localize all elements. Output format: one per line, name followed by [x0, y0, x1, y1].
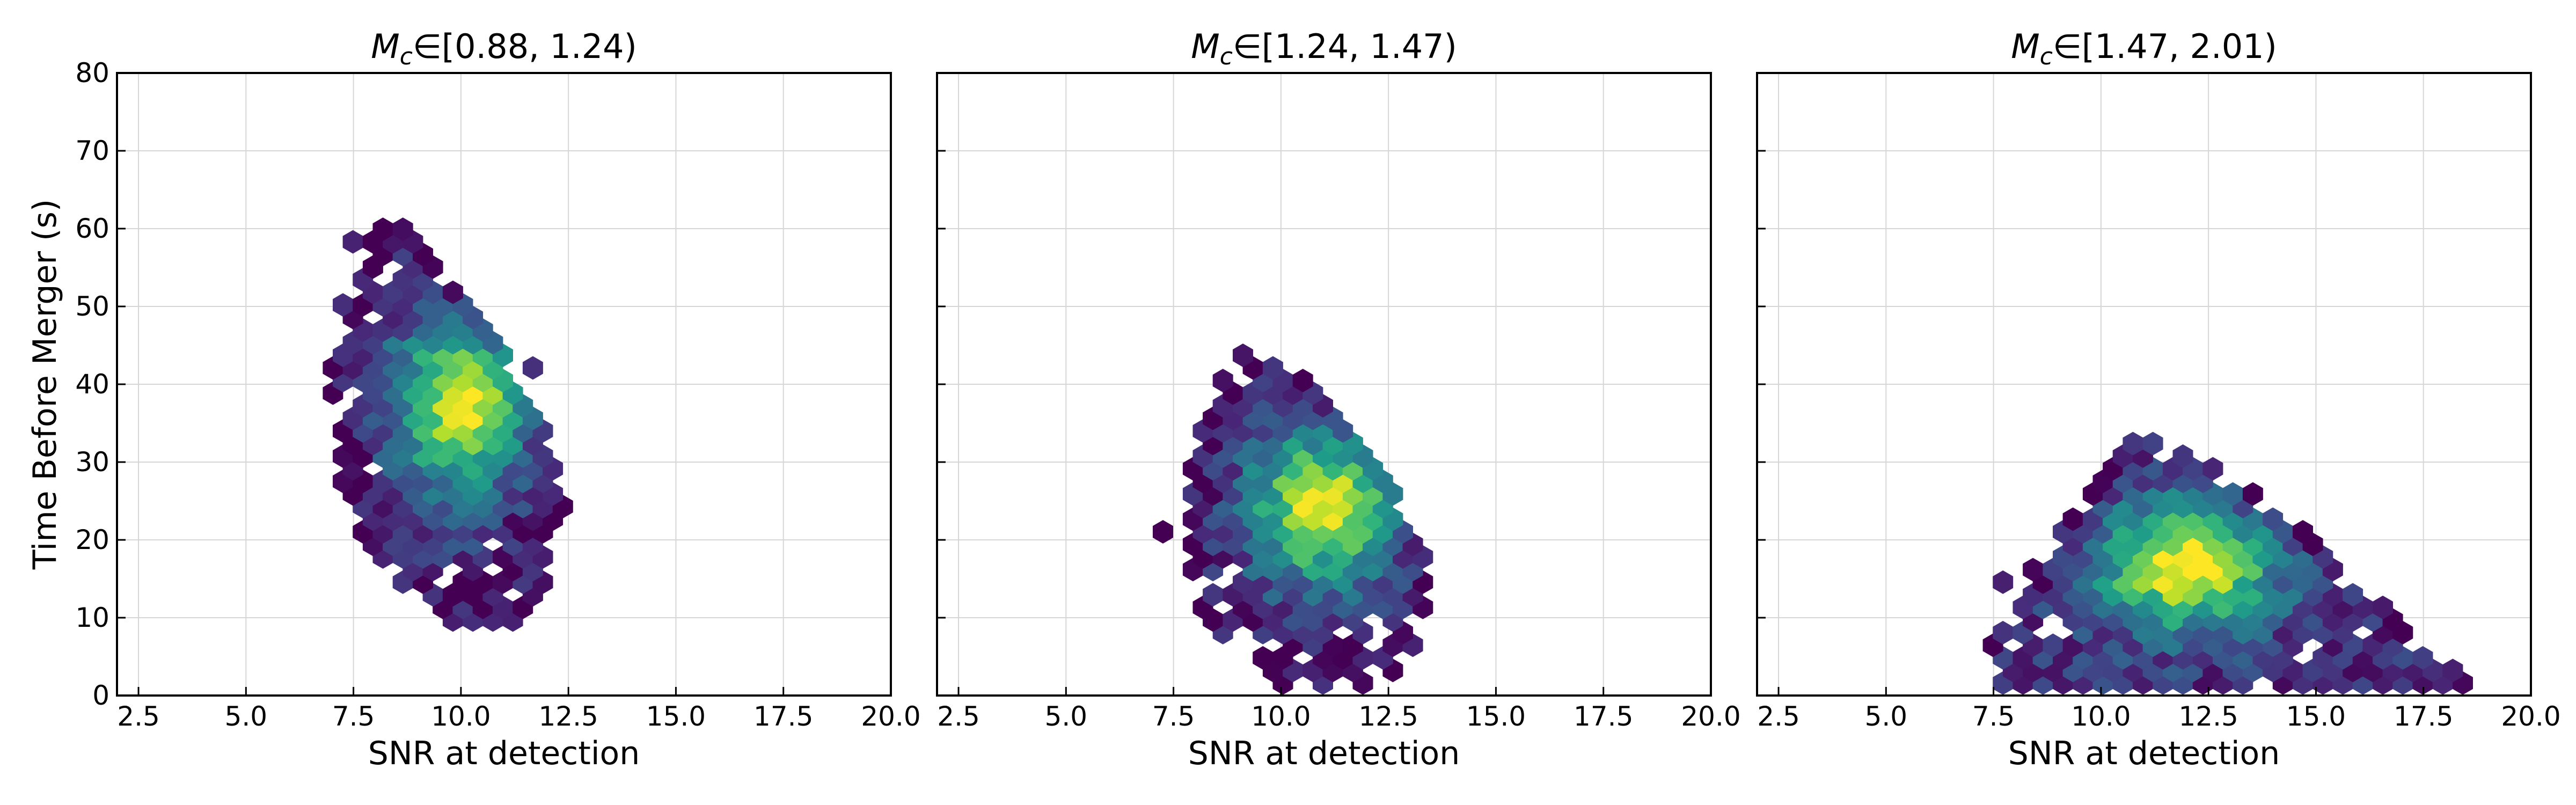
- hexbin-cell: [2043, 633, 2063, 657]
- hexbin-cell: [2023, 558, 2044, 582]
- x-tick-label: 10.0: [1251, 701, 1311, 732]
- y-tick-label: 30: [75, 447, 109, 478]
- hexbin-cell: [522, 356, 543, 380]
- hexbin-cell: [2242, 482, 2263, 506]
- y-tick-label: 20: [75, 524, 109, 555]
- y-tick-label: 40: [75, 369, 109, 400]
- hexbin-cell: [442, 280, 463, 304]
- hexbin-cell: [2062, 507, 2083, 531]
- hexbin-cell: [392, 217, 413, 241]
- x-tick-label: 17.5: [1574, 701, 1633, 732]
- hexbin-cell: [342, 230, 363, 254]
- panel-title: Mc∈[1.47, 2.01): [2011, 27, 2277, 70]
- hexbin-cell: [2172, 444, 2193, 468]
- x-tick-label: 5.0: [225, 701, 268, 732]
- y-tick-label: 0: [92, 680, 109, 711]
- x-tick-label: 2.5: [937, 701, 980, 732]
- hexbin-cell: [1153, 520, 1173, 544]
- hexbin-cell: [372, 217, 393, 241]
- x-tick-label: 15.0: [1466, 701, 1526, 732]
- y-tick-label: 70: [75, 135, 109, 166]
- hexbin-cell: [2412, 646, 2433, 670]
- y-tick-label: 50: [75, 291, 109, 322]
- hexbin-cell: [1262, 356, 1283, 380]
- panel-2: 2.5 5.0 7.5 10.0 12.5 15.0 17.5 20.0 SNR at dete…: [936, 27, 1741, 772]
- x-tick-label: 12.5: [1359, 701, 1418, 732]
- y-axis-label: Time Before Merger (s): [26, 199, 64, 570]
- x-tick-label: 10.0: [2071, 701, 2131, 732]
- y-tick-label: 60: [75, 213, 109, 244]
- x-tick-label: 20.0: [861, 701, 920, 732]
- x-tick-label: 10.0: [431, 701, 491, 732]
- hexbin-cell: [2202, 457, 2223, 481]
- x-tick-label: 15.0: [2286, 701, 2346, 732]
- x-tick-label: 7.5: [1972, 701, 2015, 732]
- x-axis-label: SNR at detection: [2008, 735, 2280, 772]
- x-tick-label: 17.5: [753, 701, 813, 732]
- panel-3: 2.5 5.0 7.5 10.0 12.5 15.0 17.5 20.0 SNR at dete…: [1756, 27, 2561, 772]
- hexbin-cell: [1993, 620, 2014, 645]
- hexbin-cell: [1993, 570, 2014, 594]
- x-tick-label: 2.5: [1757, 701, 1800, 732]
- hexbin-cell: [333, 293, 353, 317]
- hexbin-cell: [1253, 646, 1274, 670]
- hexbin-cell: [2123, 431, 2143, 456]
- x-tick-label: 20.0: [1681, 701, 1740, 732]
- x-tick-label: 17.5: [2394, 701, 2453, 732]
- hexbin-cell: [1212, 369, 1233, 392]
- panel-1: 2.5 5.0 7.5 10.0 12.5 15.0 17.5 20.0 0 10 20 30 40 50…: [26, 27, 921, 772]
- hexbin-cell: [2263, 507, 2284, 531]
- x-tick-label: 7.5: [1152, 701, 1195, 732]
- x-tick-label: 12.5: [539, 701, 598, 732]
- x-axis-label: SNR at detection: [1188, 735, 1460, 772]
- hexbin-cell: [1292, 369, 1313, 392]
- x-tick-label: 5.0: [1865, 701, 1908, 732]
- hexbin-cell: [2442, 658, 2463, 683]
- hexbin-cell: [2222, 482, 2243, 506]
- x-tick-label: 2.5: [117, 701, 160, 732]
- x-tick-label: 5.0: [1045, 701, 1088, 732]
- y-tick-label: 10: [75, 602, 109, 633]
- x-axis-label: SNR at detection: [368, 735, 640, 772]
- panel-title: Mc∈[1.24, 1.47): [1191, 27, 1457, 70]
- hexbin-cell: [2142, 431, 2163, 456]
- hexbin-cell: [2343, 583, 2363, 607]
- x-tick-label: 7.5: [332, 701, 375, 732]
- hexbin-cell: [1203, 583, 1224, 607]
- y-tick-label: 80: [75, 57, 109, 89]
- panel-title: Mc∈[0.88, 1.24): [371, 27, 637, 70]
- hexbin-cell: [1233, 343, 1253, 367]
- x-tick-label: 15.0: [646, 701, 706, 732]
- x-tick-label: 12.5: [2179, 701, 2238, 732]
- hexbin-cell: [2293, 520, 2313, 544]
- x-tick-label: 20.0: [2501, 701, 2560, 732]
- hexbin-cell: [2373, 595, 2393, 619]
